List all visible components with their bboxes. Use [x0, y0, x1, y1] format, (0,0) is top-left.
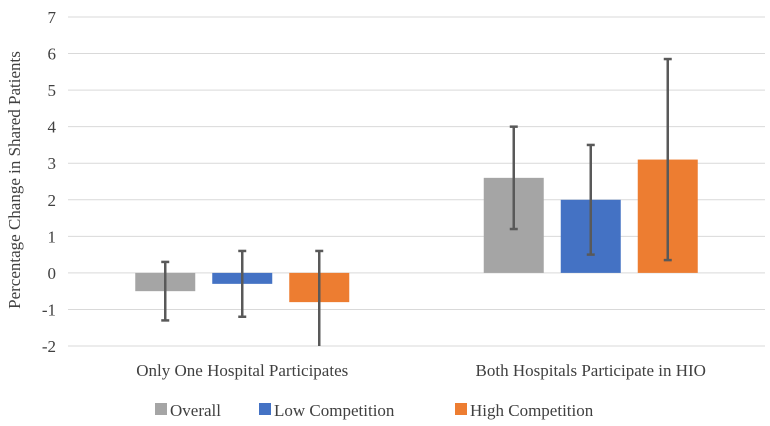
x-category-label: Only One Hospital Participates [136, 361, 348, 380]
y-tick-label: 5 [48, 81, 57, 100]
legend-swatch [259, 403, 271, 415]
legend-item: High Competition [455, 401, 594, 420]
y-tick-label: -1 [42, 300, 56, 319]
error-bar [509, 125, 518, 231]
x-category-label: Both Hospitals Participate in HIO [476, 361, 706, 380]
y-tick-label: 2 [48, 191, 57, 210]
error-bar [586, 143, 595, 256]
y-tick-label: 7 [48, 8, 57, 27]
legend-item: Low Competition [259, 401, 395, 420]
legend-label: Overall [170, 401, 221, 420]
y-axis-ticks: -2 -1 0 1 2 3 4 5 6 7 [42, 8, 57, 356]
legend-item: Overall [155, 401, 221, 420]
y-axis-label: Percentage Change in Shared Patients [5, 51, 24, 309]
legend-swatch [155, 403, 167, 415]
legend-swatch [455, 403, 467, 415]
legend-label: Low Competition [274, 401, 395, 420]
error-bar [663, 57, 672, 262]
y-tick-label: 1 [48, 227, 57, 246]
bars [135, 159, 698, 303]
y-tick-label: 0 [48, 264, 57, 283]
error-bar [161, 260, 170, 322]
legend: Overall Low Competition High Competition [155, 401, 594, 420]
error-bars [161, 57, 672, 346]
legend-label: High Competition [470, 401, 594, 420]
y-tick-label: 4 [48, 118, 57, 137]
x-axis-categories: Only One Hospital Participates Both Hospi… [136, 361, 706, 380]
y-tick-label: 3 [48, 154, 57, 173]
error-bar [238, 249, 247, 319]
error-bar [315, 249, 324, 346]
y-tick-label: -2 [42, 337, 56, 356]
y-tick-label: 6 [48, 45, 57, 64]
